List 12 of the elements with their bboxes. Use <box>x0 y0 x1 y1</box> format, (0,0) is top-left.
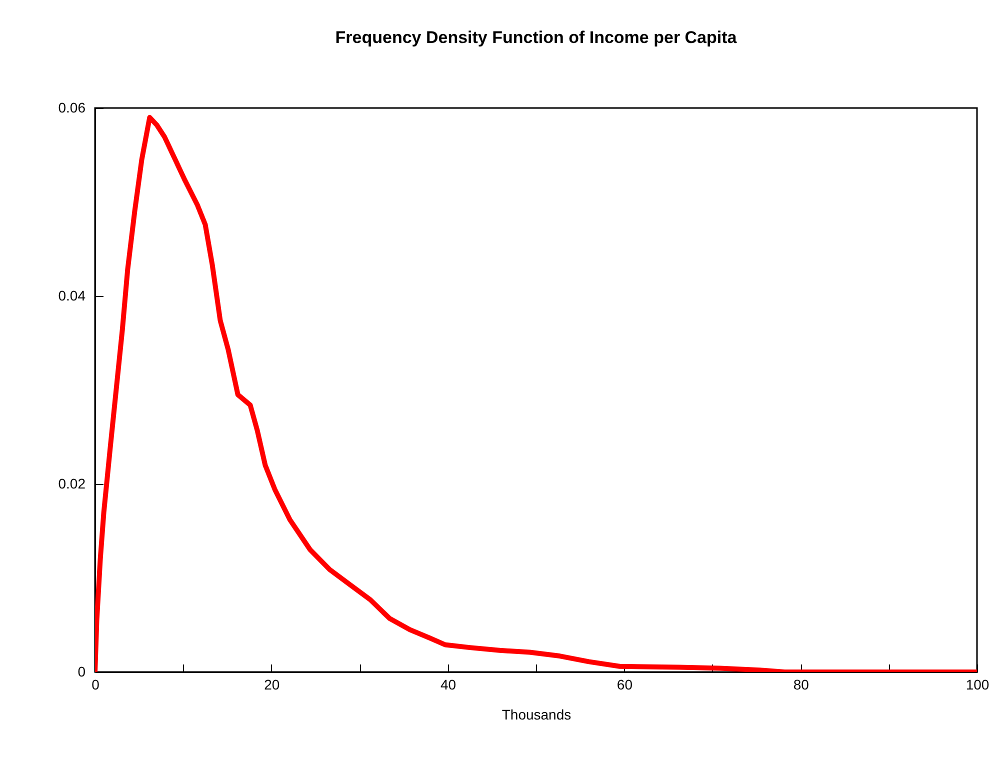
y-tick-label: 0.02 <box>58 476 86 492</box>
x-tick-label: 40 <box>440 676 456 692</box>
x-tick-label: 0 <box>92 676 100 692</box>
x-tick-label: 20 <box>264 676 280 692</box>
x-tick-label: 80 <box>793 676 810 692</box>
y-tick-label: 0.04 <box>58 288 86 304</box>
y-tick-label: 0.06 <box>58 100 86 116</box>
y-tick-label: 0 <box>78 664 86 680</box>
x-tick-label: 100 <box>966 676 990 692</box>
chart-title: Frequency Density Function of Income per Capita <box>335 28 738 47</box>
x-axis-title: Thousands <box>502 706 572 722</box>
x-tick-label: 60 <box>616 676 633 692</box>
